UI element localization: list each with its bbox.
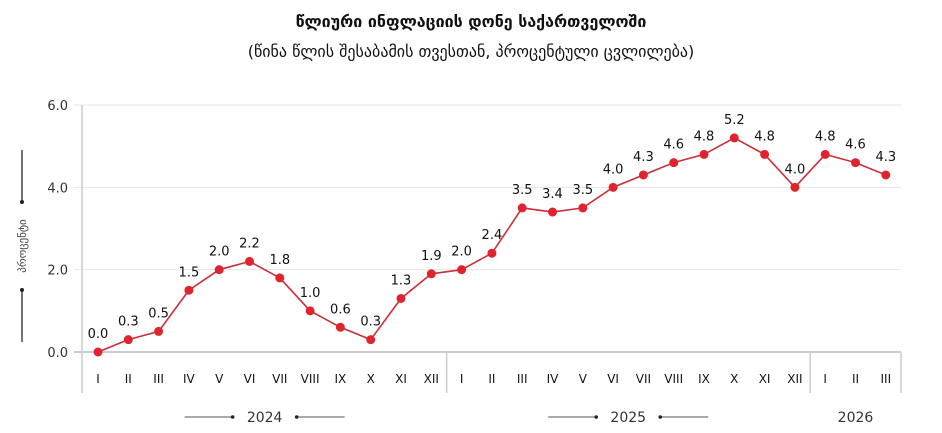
data-label: 4.6 xyxy=(845,138,866,153)
data-point xyxy=(335,322,345,332)
ylabel-dot xyxy=(20,288,24,292)
x-tick-label: XI xyxy=(395,372,407,386)
data-point xyxy=(760,149,770,159)
data-point xyxy=(608,182,618,192)
data-label: 1.0 xyxy=(300,286,321,301)
chart-subtitle: (წინა წლის შესაბამის თვესთან, პროცენტული… xyxy=(247,42,695,61)
x-tick-label: III xyxy=(153,372,164,386)
data-point xyxy=(881,170,891,180)
x-tick-label: III xyxy=(517,372,528,386)
data-point xyxy=(93,347,103,357)
x-tick-label: VIII xyxy=(301,372,320,386)
year-bracket-dot xyxy=(230,415,235,419)
data-point xyxy=(457,265,467,275)
x-tick-label: VII xyxy=(636,372,651,386)
data-point xyxy=(214,265,224,275)
data-point xyxy=(366,335,376,345)
data-label: 0.3 xyxy=(360,315,381,330)
x-tick-label: I xyxy=(460,372,464,386)
data-label: 3.5 xyxy=(572,183,593,198)
data-label: 4.8 xyxy=(754,129,775,144)
x-tick-label: VIII xyxy=(664,372,683,386)
x-tick-label: X xyxy=(367,372,375,386)
data-point xyxy=(487,248,497,258)
data-point xyxy=(154,326,164,336)
data-point xyxy=(638,170,648,180)
data-label: 0.5 xyxy=(148,306,169,321)
data-label: 2.2 xyxy=(239,236,260,251)
y-tick-label: 6.0 xyxy=(47,99,68,114)
data-label: 0.3 xyxy=(118,315,139,330)
data-label: 2.4 xyxy=(482,228,503,243)
year-bracket-dot xyxy=(658,415,663,419)
ylabel-dot xyxy=(20,200,24,204)
data-label: 4.8 xyxy=(694,129,715,144)
year-label: 2025 xyxy=(610,410,646,426)
y-tick-label: 4.0 xyxy=(47,181,68,196)
year-label: 2026 xyxy=(838,410,874,426)
data-point xyxy=(305,306,315,316)
x-tick-label: IX xyxy=(335,372,347,386)
x-tick-label: II xyxy=(852,372,859,386)
year-bracket-dot xyxy=(594,415,599,419)
data-point xyxy=(396,293,406,303)
data-label: 4.8 xyxy=(815,129,836,144)
data-point xyxy=(517,203,527,213)
y-axis-label: პროცენტი xyxy=(16,219,29,273)
data-point xyxy=(245,256,254,266)
data-point xyxy=(426,269,436,279)
x-tick-label: IV xyxy=(183,372,196,386)
y-tick-label: 0.0 xyxy=(47,346,68,361)
x-tick-label: X xyxy=(730,372,738,386)
data-label: 1.3 xyxy=(391,273,412,288)
data-point xyxy=(275,273,285,283)
data-point xyxy=(851,158,860,168)
x-tick-label: IV xyxy=(547,372,560,386)
data-point xyxy=(123,335,133,345)
x-tick-label: VI xyxy=(607,372,619,386)
year-label: 2024 xyxy=(247,410,283,426)
chart-title: წლიური ინფლაციის დონე საქართველოში xyxy=(295,12,647,31)
data-label: 1.8 xyxy=(269,253,290,268)
data-point xyxy=(790,182,800,192)
x-tick-label: XII xyxy=(424,372,439,386)
data-point xyxy=(820,149,830,159)
x-tick-label: II xyxy=(488,372,495,386)
data-point xyxy=(669,158,679,168)
x-tick-label: V xyxy=(215,372,224,386)
data-label: 0.6 xyxy=(330,302,351,317)
x-tick-label: VII xyxy=(272,372,287,386)
year-bracket-dot xyxy=(294,415,299,419)
data-label: 2.0 xyxy=(451,245,472,260)
x-tick-label: I xyxy=(823,372,827,386)
data-point xyxy=(699,149,709,159)
data-point xyxy=(578,203,588,213)
x-tick-label: II xyxy=(125,372,132,386)
data-point xyxy=(548,207,557,217)
data-label: 4.3 xyxy=(633,150,654,165)
data-label: 1.9 xyxy=(421,249,442,264)
data-label: 4.0 xyxy=(785,162,806,177)
data-label: 4.3 xyxy=(875,150,896,165)
data-label: 4.6 xyxy=(663,138,684,153)
data-label: 3.5 xyxy=(512,183,533,198)
x-tick-label: VI xyxy=(244,372,256,386)
data-point xyxy=(729,133,739,143)
data-label: 1.5 xyxy=(179,265,200,280)
y-tick-label: 2.0 xyxy=(47,264,68,279)
x-tick-label: V xyxy=(579,372,588,386)
data-label: 5.2 xyxy=(724,113,745,128)
data-label: 0.0 xyxy=(88,327,109,342)
x-tick-label: IX xyxy=(698,372,710,386)
x-tick-label: XII xyxy=(787,372,802,386)
x-tick-label: III xyxy=(880,372,891,386)
x-tick-label: XI xyxy=(759,372,771,386)
data-point xyxy=(184,285,194,295)
data-label: 2.0 xyxy=(209,245,230,260)
data-label: 4.0 xyxy=(603,162,624,177)
data-label: 3.4 xyxy=(542,187,563,202)
x-tick-label: I xyxy=(96,372,100,386)
